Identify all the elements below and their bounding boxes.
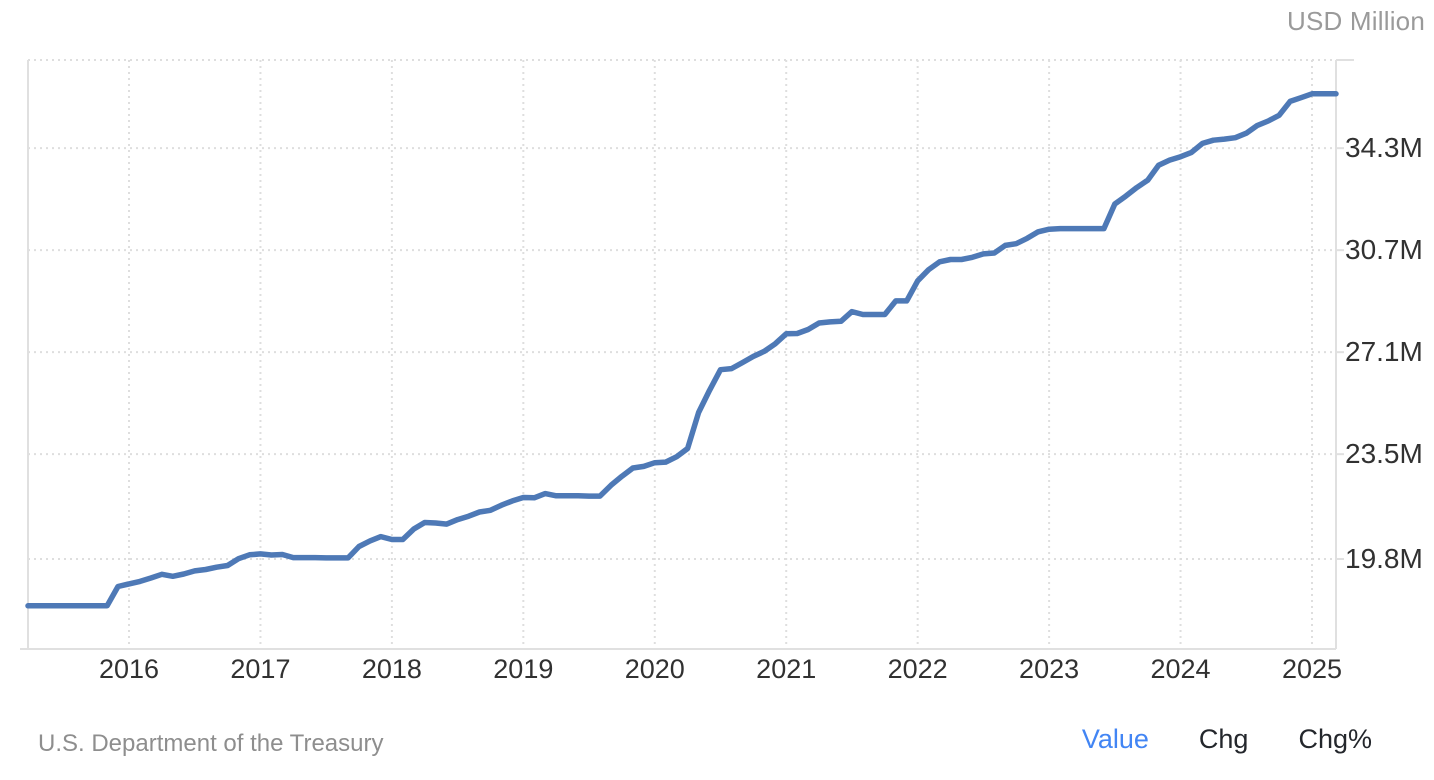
value-line-series <box>25 91 1339 609</box>
tab-chg[interactable]: Chg <box>1198 724 1249 754</box>
x-axis-tick-label: 2024 <box>1150 654 1211 684</box>
tab-chg-percent[interactable]: Chg% <box>1298 724 1372 754</box>
source-label: U.S. Department of the Treasury <box>38 730 384 757</box>
x-axis-tick-label: 2018 <box>361 654 422 684</box>
chart-plot-area[interactable] <box>28 60 1336 649</box>
axis-unit-label: USD Million <box>1286 6 1425 36</box>
x-axis-tick-label: 2017 <box>230 654 291 684</box>
x-axis-tick-label: 2019 <box>493 654 554 684</box>
chart-footer: U.S. Department of the Treasury Value Ch… <box>0 724 1434 764</box>
tab-value[interactable]: Value <box>1081 724 1149 754</box>
x-axis-tick-label: 2023 <box>1019 654 1080 684</box>
y-axis-tick-label: 30.7M <box>1345 234 1423 266</box>
y-axis-tick-label: 23.5M <box>1345 438 1423 470</box>
y-axis-tick-label: 27.1M <box>1345 336 1423 368</box>
x-axis-tick-label: 2020 <box>624 654 685 684</box>
y-axis-tick-label: 34.3M <box>1345 132 1423 164</box>
x-axis-tick-label: 2016 <box>98 654 160 684</box>
x-axis-tick-label: 2022 <box>887 654 948 684</box>
footer-tabs: Value Chg Chg% <box>1082 724 1372 755</box>
y-axis-tick-label: 19.8M <box>1345 543 1423 574</box>
x-axis-tick-label: 2021 <box>756 654 817 684</box>
x-axis-tick-label: 2025 <box>1281 654 1343 684</box>
